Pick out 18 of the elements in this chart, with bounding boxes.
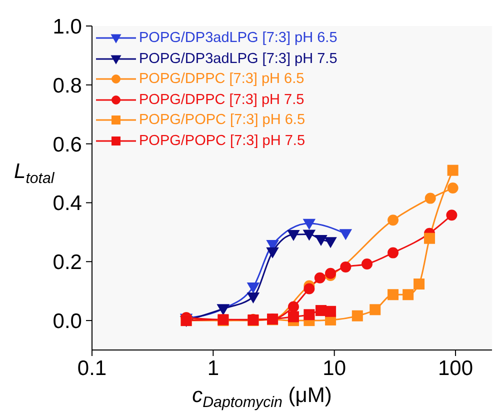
x-tick-label: 100 (438, 356, 474, 380)
legend-label: POPG/DP3adLPG [7:3] pH 7.5 (139, 50, 338, 68)
legend-label: POPG/POPC [7:3] pH 6.5 (139, 111, 306, 130)
x-tick-label: 1 (207, 356, 220, 380)
legend-label: POPG/DPPC [7:3] pH 6.5 (139, 70, 304, 89)
y-tick-label: 0.6 (52, 133, 82, 156)
y-tick-label: 0.4 (52, 192, 82, 216)
legend-label: POPG/DP3adLPG [7:3] pH 6.5 (139, 29, 338, 48)
x-axis-title: c$_{Daptomycin}$ (μM) (192, 384, 332, 410)
y-tick-label: 1.0 (52, 15, 82, 38)
legend-label: POPG/DPPC [7:3] pH 7.5 (139, 90, 304, 110)
y-axis-title: L$_{total}$ (14, 160, 55, 186)
x-tick-label: 0.1 (77, 356, 107, 380)
y-tick-label: 0.2 (52, 251, 82, 274)
x-tick-label: 10 (322, 356, 346, 380)
y-tick-label: 0.8 (52, 74, 82, 98)
y-tick-label: 0.0 (52, 310, 82, 333)
legend-label: POPG/POPC [7:3] pH 7.5 (139, 132, 306, 150)
